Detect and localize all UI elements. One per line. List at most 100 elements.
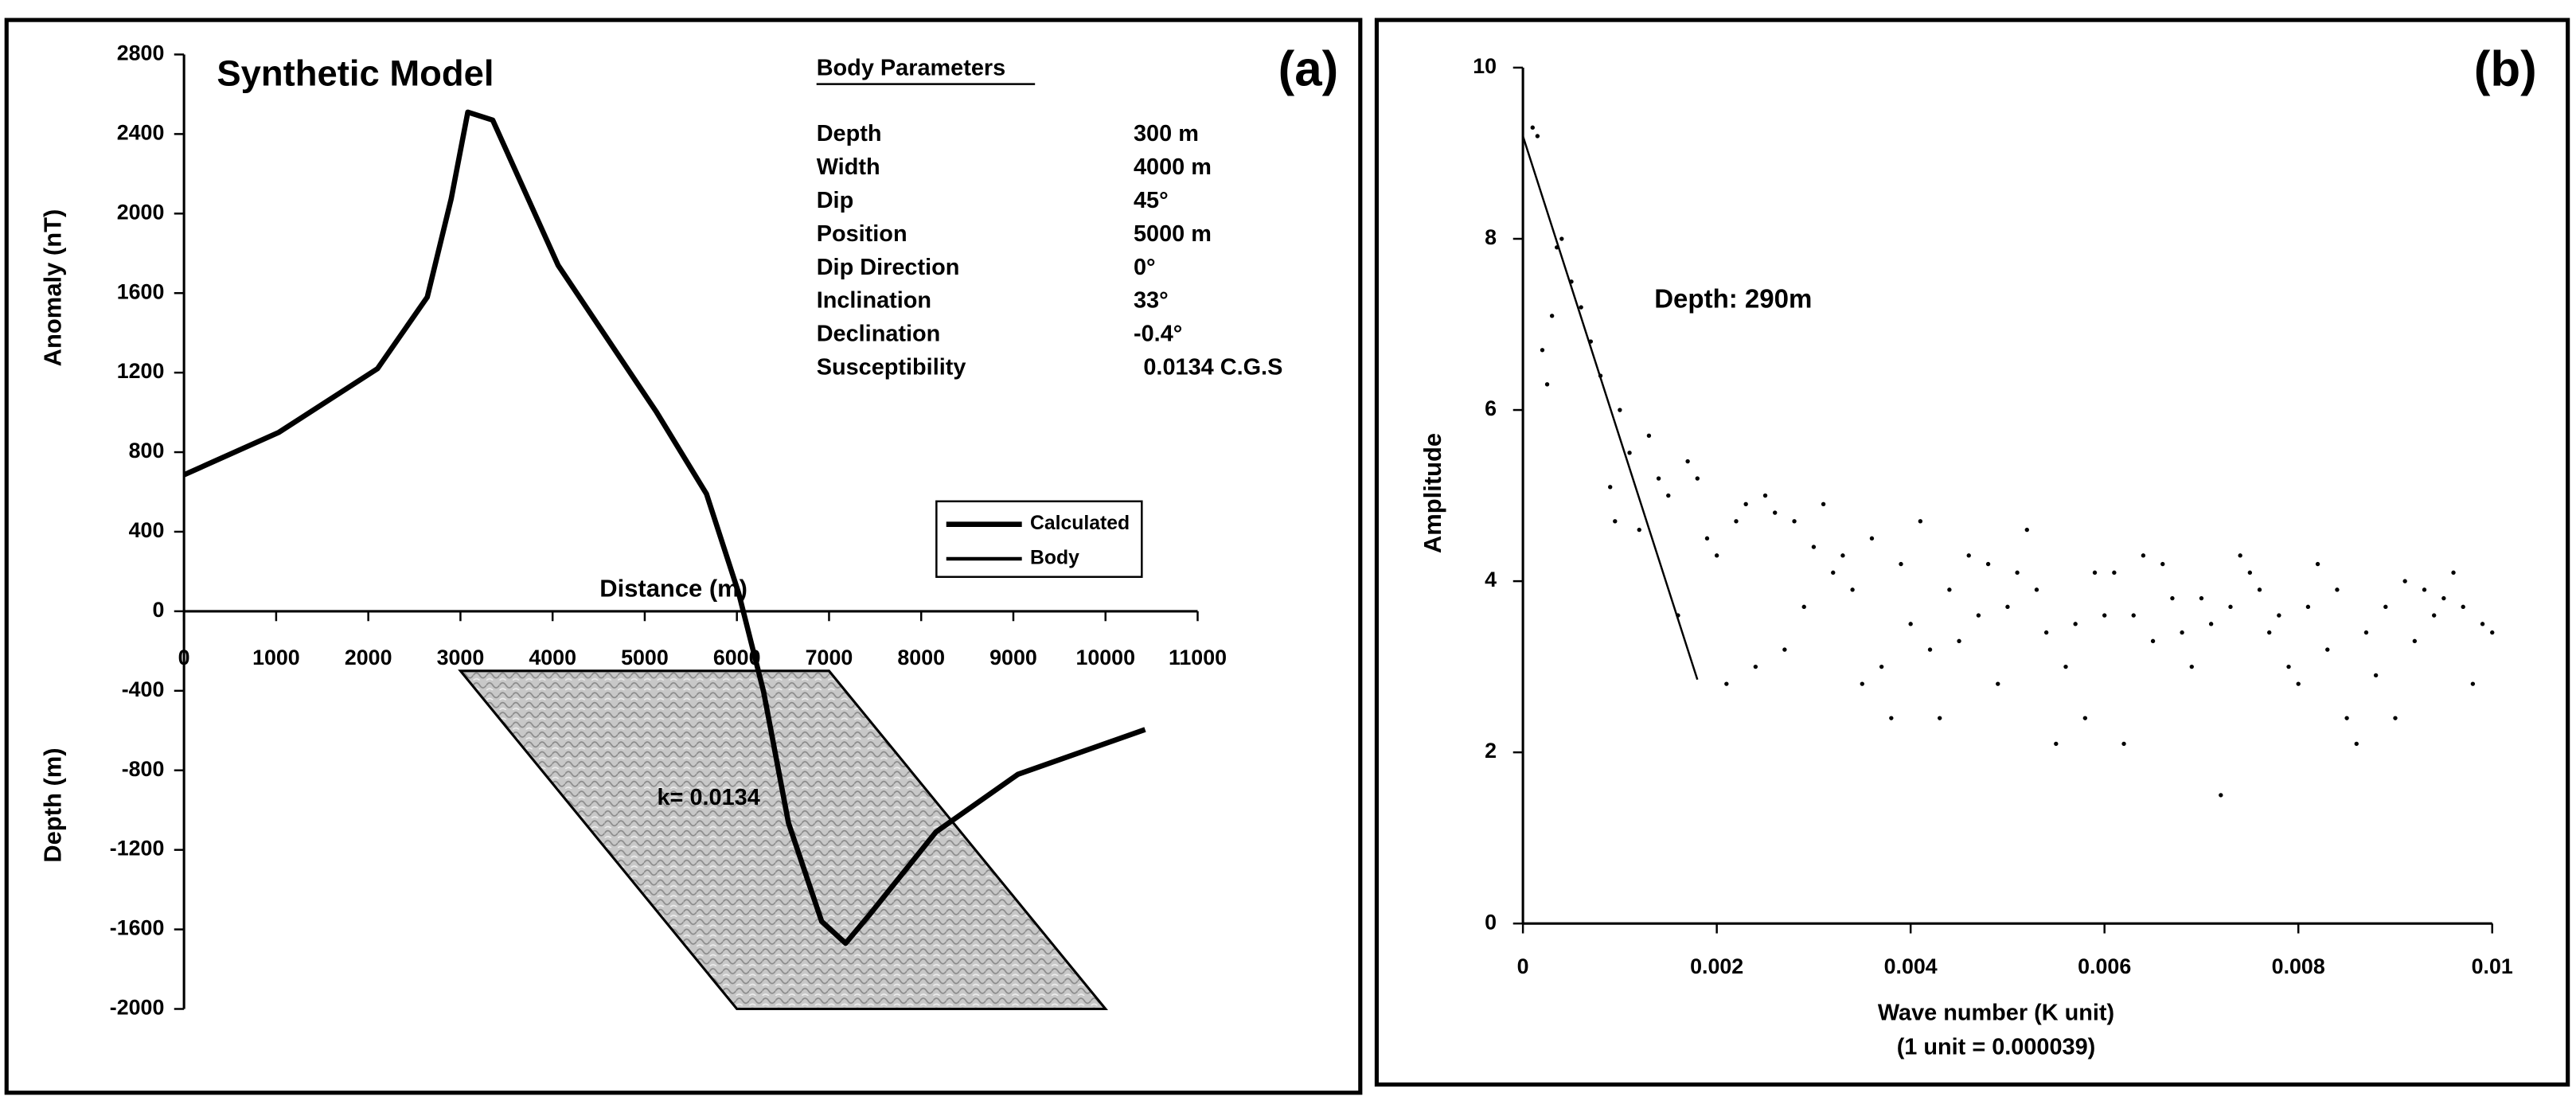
x-tick-label: 0.004 [1884, 954, 1938, 978]
panel-label: (b) [2474, 42, 2537, 97]
parameter-value: 300 m [1134, 121, 1199, 146]
calculated-curve [182, 109, 1146, 946]
point [2286, 664, 2291, 669]
point [2170, 595, 2175, 601]
point [1840, 553, 1845, 558]
y-tick-label: 1600 [117, 279, 165, 303]
point [2112, 570, 2117, 576]
point [2150, 638, 2156, 644]
chart-b: 0 2 4 6 8 10 0 0.002 0.004 0.006 0.008 0.01 (b) Wave … [1419, 42, 2537, 1060]
parameter-label: Depth [817, 121, 882, 146]
point [2422, 587, 2427, 592]
y-tick-label: -800 [122, 757, 165, 781]
point [2277, 613, 2281, 618]
point [2490, 630, 2495, 635]
parameter-value: 4000 m [1134, 154, 1212, 180]
parameter-value: 0.0134 C.G.S [1143, 354, 1282, 380]
parameter-label: Position [817, 221, 907, 247]
point [1627, 451, 1632, 455]
point [1947, 587, 1952, 592]
parameter-value: -0.4° [1134, 322, 1182, 347]
point [2296, 681, 2301, 686]
body-label: k= 0.0134 [658, 785, 760, 810]
x-tick-label: 9000 [989, 646, 1037, 669]
parameters-title: Body Parameters [817, 56, 1006, 81]
point [1613, 519, 1618, 524]
point [2363, 630, 2369, 635]
point [2305, 604, 2311, 610]
point [2005, 604, 2010, 610]
point [1927, 647, 1933, 652]
point [1559, 236, 1564, 241]
y-tick-label: 2400 [117, 120, 165, 144]
y-tick-label: 10 [1473, 54, 1497, 78]
y-tick-label: 0 [152, 598, 164, 622]
y-tick-label: 6 [1485, 396, 1497, 420]
point [2325, 647, 2330, 652]
point [1695, 476, 1700, 481]
annotation: Depth: 290m [1654, 284, 1812, 314]
point [2141, 553, 2146, 558]
x-tick-label: 0 [1517, 954, 1529, 978]
x-tick-label: 0 [178, 646, 190, 669]
point [2441, 595, 2446, 601]
point [2335, 587, 2340, 592]
legend-label: Calculated [1030, 513, 1130, 534]
point [2208, 622, 2214, 626]
point [1618, 408, 1622, 412]
point [1811, 544, 1817, 549]
x-tick-label: 2000 [345, 646, 392, 669]
point [2121, 741, 2126, 747]
parameter-value: 45° [1134, 188, 1169, 213]
point [1831, 570, 1836, 576]
point [1535, 134, 1540, 139]
y-tick-label: 400 [129, 518, 165, 542]
point [2054, 741, 2059, 747]
point [1540, 348, 1545, 353]
parameter-value: 33° [1134, 288, 1169, 314]
point [2480, 622, 2485, 626]
x-tick-label: 1000 [252, 646, 300, 669]
chart-title: Synthetic Model [217, 53, 494, 93]
point [2257, 587, 2262, 592]
point [1782, 647, 1787, 652]
point [2344, 716, 2349, 720]
point [1762, 493, 1768, 498]
parameter-label: Susceptibility [817, 354, 966, 380]
point [1753, 664, 1758, 669]
point [2402, 579, 2407, 583]
parameter-label: Dip [817, 188, 854, 213]
point [2034, 587, 2039, 592]
y-axis-label: Anomaly (nT) [38, 209, 66, 367]
x-tick-label: 8000 [897, 646, 945, 669]
point [1773, 510, 1778, 515]
point [1850, 587, 1855, 592]
point [2043, 630, 2049, 635]
parameter-label: Inclination [817, 288, 931, 314]
point [2451, 570, 2456, 576]
point [2073, 622, 2078, 626]
point [2102, 613, 2107, 618]
point [1608, 485, 1613, 490]
point [1801, 604, 1806, 610]
point [1860, 681, 1864, 686]
point [1879, 664, 1884, 669]
x-axis-note: (1 unit = 0.000039) [1897, 1035, 2096, 1060]
x-tick-label: 0.006 [2078, 954, 2131, 978]
point [1549, 314, 1555, 318]
point [2383, 604, 2388, 610]
point [1938, 716, 1942, 720]
point [1666, 493, 1671, 498]
point [1656, 476, 1661, 481]
point [2461, 604, 2465, 610]
y-tick-label: -1600 [110, 916, 165, 940]
panel-a-frame [4, 18, 1363, 1095]
point [1724, 681, 1729, 686]
point [1918, 519, 1923, 524]
point [1957, 638, 1961, 644]
point [1996, 681, 2000, 686]
point [2189, 664, 2194, 669]
y-tick-label: 8 [1485, 225, 1497, 249]
y-axis-label: Amplitude [1419, 433, 1446, 553]
